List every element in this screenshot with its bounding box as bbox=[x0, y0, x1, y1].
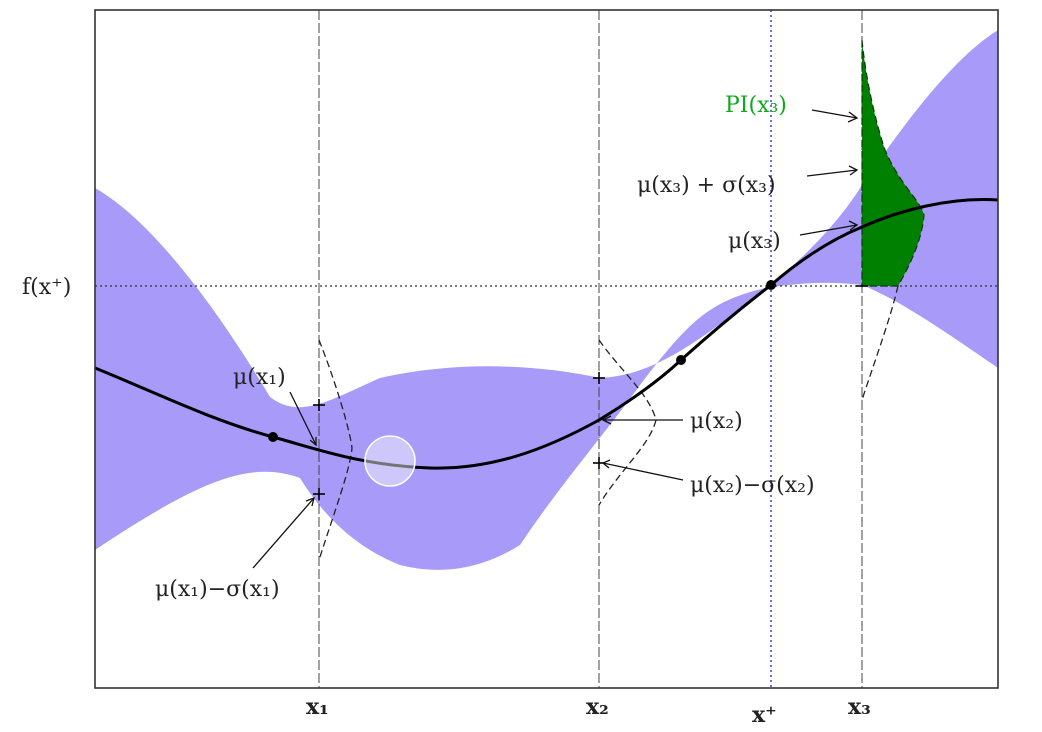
label-mu-minus-sigma-x2: μ(x₂)−σ(x₂) bbox=[690, 473, 815, 498]
label-mu-x2: μ(x₂) bbox=[690, 409, 743, 434]
label-mu-x3: μ(x₃) bbox=[728, 229, 781, 254]
x-tick-xplus: x⁺ bbox=[752, 702, 777, 728]
x-tick-x2: x₂ bbox=[586, 694, 609, 720]
x-tick-x3: x₃ bbox=[848, 694, 871, 720]
x-tick-x1: x₁ bbox=[306, 694, 329, 720]
plot-frame bbox=[94, 9, 999, 689]
label-pi-x3: PI(x₃) bbox=[725, 93, 787, 118]
y-label-f-x-plus: f(x⁺) bbox=[22, 275, 71, 300]
pi-x3-area bbox=[861, 39, 925, 287]
x3-density-curve-lower bbox=[861, 285, 899, 401]
annotation-arrows bbox=[252, 109, 859, 569]
observation-point bbox=[676, 355, 686, 365]
mu-sigma-markers bbox=[313, 285, 868, 500]
observation-point bbox=[268, 432, 278, 442]
x1-density-curve bbox=[318, 339, 353, 561]
label-mu-plus-sigma-x3: μ(x₃) + σ(x₃) bbox=[637, 173, 776, 198]
x2-density-curve bbox=[598, 339, 657, 506]
uncertainty-band bbox=[95, 30, 998, 570]
label-mu-minus-sigma-x1: μ(x₁)−σ(x₁) bbox=[155, 577, 280, 602]
cursor-highlight-icon bbox=[364, 435, 416, 487]
observation-point bbox=[766, 280, 776, 290]
label-mu-x1: μ(x₁) bbox=[233, 365, 286, 390]
